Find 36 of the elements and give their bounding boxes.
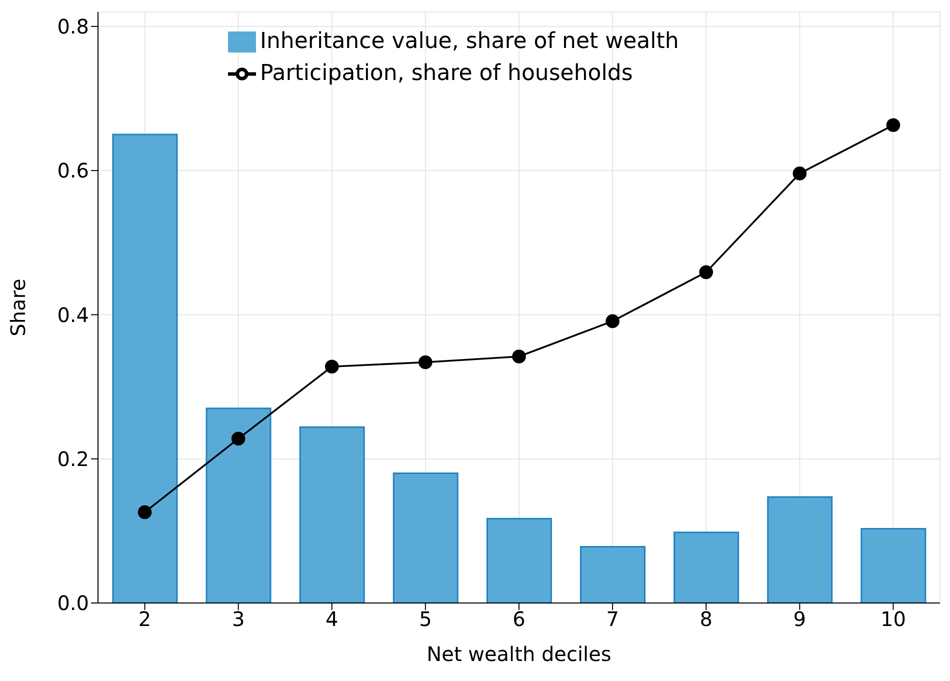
bar xyxy=(206,408,272,603)
x-tick-label: 7 xyxy=(606,607,619,632)
bar xyxy=(674,532,740,603)
y-tick-label: 0.8 xyxy=(57,14,89,39)
x-tick-label: 5 xyxy=(419,607,432,632)
bar xyxy=(392,472,458,603)
x-tick-label: 9 xyxy=(793,607,806,632)
legend-label: Participation, share of households xyxy=(260,61,633,86)
point xyxy=(512,350,526,364)
x-axis-title: Net wealth deciles xyxy=(426,642,612,666)
bar xyxy=(486,518,552,603)
point xyxy=(699,265,714,280)
x-tick-label: 4 xyxy=(326,607,338,632)
point xyxy=(606,314,620,328)
y-tick-label: 0.6 xyxy=(57,158,89,183)
legend-label: Inheritance value, share of net wealth xyxy=(260,29,679,54)
point xyxy=(138,505,152,520)
bar xyxy=(767,496,833,603)
point xyxy=(324,360,339,374)
bar xyxy=(580,546,646,603)
bar xyxy=(860,528,926,603)
x-tick-label: 3 xyxy=(232,607,245,632)
bar xyxy=(112,134,178,603)
point xyxy=(886,118,900,132)
y-tick-label: 0.4 xyxy=(57,302,89,327)
point xyxy=(231,432,246,446)
y-tick-label: 0.0 xyxy=(57,591,89,616)
y-axis-title: Share xyxy=(6,278,30,336)
x-tick-label: 6 xyxy=(512,607,526,632)
x-tick-label: 8 xyxy=(700,607,712,632)
point xyxy=(792,166,807,180)
point xyxy=(418,355,432,370)
x-tick-label: 2 xyxy=(138,607,152,632)
bar xyxy=(299,426,365,603)
y-tick-label: 0.2 xyxy=(57,446,89,471)
x-tick-label: 10 xyxy=(880,607,906,632)
